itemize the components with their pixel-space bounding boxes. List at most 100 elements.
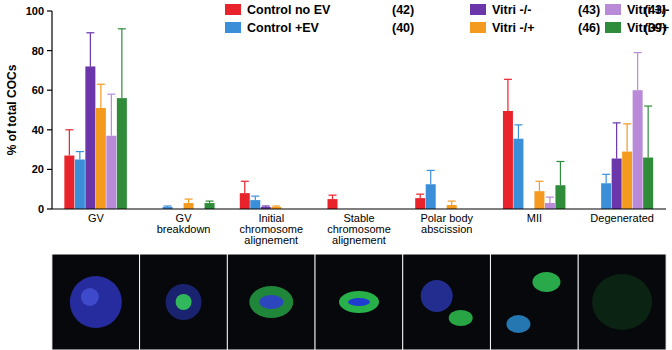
y-tick-label: 60 [32,84,44,96]
x-tick-label: GVbreakdown [157,212,211,235]
bar [534,191,544,209]
bar [205,203,215,209]
image-strip [52,254,666,350]
micrograph [140,254,228,350]
error-bar [427,170,435,184]
error-bar [107,94,115,136]
error-bar [65,130,73,156]
bar [184,203,194,209]
y-tick [47,208,52,209]
y-tick-label: 80 [32,45,44,57]
y-tick [47,50,52,51]
legend-label: Control no EV [247,3,331,17]
bar [85,66,95,209]
bar [328,199,338,209]
error-bar [272,206,280,208]
legend-label: Vitri -/- [492,3,531,17]
error-bar [634,53,642,91]
legend-swatch [605,22,621,33]
chart: 0 20 40 60 80 100 % of total COCs GV GVbreakdown… [0,0,672,350]
legend-count: (39) [644,21,666,35]
legend-swatch [470,22,486,33]
bar [633,90,643,209]
error-bar [118,29,126,98]
y-tick-label: 100 [26,5,44,17]
legend-label: Control +EV [247,21,320,35]
micrograph [227,254,315,350]
x-tick-label: Stablechromosomealignement [327,212,391,246]
bar [117,98,127,209]
error-bar [241,181,249,193]
bar [240,193,250,209]
error-bar [185,199,193,203]
bar [643,158,653,209]
error-bar [329,195,337,199]
x-tick-label: MII [527,212,542,224]
bar [555,185,565,209]
bar [96,108,106,209]
legend-count: (42) [392,3,414,17]
legend-count: (46) [578,21,600,35]
bar [106,136,116,209]
micrograph [578,254,666,350]
error-bar [251,196,259,200]
error-bar [86,33,94,67]
x-tick-label: Polar bodyabscission [420,212,473,235]
x-tick-label: Initialchromosomealignement [239,212,303,246]
micrograph [315,254,403,350]
legend-count: (40) [392,21,414,35]
error-bar [613,123,621,159]
bars [64,29,653,209]
y-axis-title: % of total COCs [5,64,19,155]
error-bar [76,152,84,160]
error-bar [164,206,172,208]
legend-label: Vitri +/- [627,3,670,17]
bar [601,183,611,209]
bar [75,160,85,210]
error-bar [644,106,652,157]
bar [426,184,436,209]
error-bar [97,84,105,108]
y-axis [51,11,52,209]
x-tick-label: Degenerated [590,212,654,224]
bar [513,139,523,209]
legend-label: Vitri -/+ [492,21,535,35]
error-bar [448,201,456,205]
y-tick [47,90,52,91]
error-bar [504,79,512,111]
bar [64,156,74,209]
error-bar [262,206,270,208]
error-bar [546,197,554,203]
error-bar [623,124,631,152]
micrograph [52,254,140,350]
legend-swatch [225,4,241,15]
legend-swatch [225,22,241,33]
legend-count: (43) [578,3,600,17]
x-tick-label: GV [88,212,105,224]
error-bar [416,194,424,198]
error-bar [514,125,522,139]
y-tick-label: 20 [32,163,44,175]
legend-count: (43) [644,3,666,17]
bar [250,200,260,209]
y-tick-label: 0 [38,203,44,215]
bar [415,198,425,209]
bar [545,203,555,209]
error-bar [602,174,610,183]
error-bar [535,181,543,191]
bar [612,159,622,209]
y-tick [47,10,52,11]
legend-swatch [470,4,486,15]
micrograph [403,254,491,350]
y-tick [47,129,52,130]
error-bar [556,161,564,185]
error-bar [206,201,214,203]
x-axis [52,208,666,209]
legend-label: Vitri+/+ [627,21,669,35]
micrograph [490,254,578,350]
y-tick-label: 40 [32,124,44,136]
legend-swatch [605,4,621,15]
y-tick [47,169,52,170]
bar [622,152,632,209]
bar [503,111,513,209]
